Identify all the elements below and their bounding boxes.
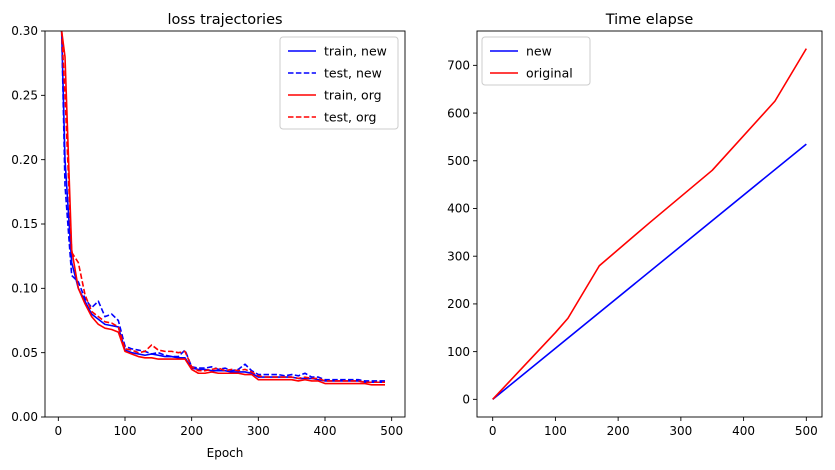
time-x-tick-label: 0: [489, 424, 497, 438]
loss-x-tick-label: 200: [180, 424, 203, 438]
time-y-tick-label: 500: [447, 154, 470, 168]
time-legend-entry: original: [526, 65, 573, 80]
loss-x-tick-label: 400: [314, 424, 337, 438]
loss-x-tick-label: 0: [55, 424, 63, 438]
loss-trajectories-plot: 0 100 200 300 400 500 0.00 0.05 0.10 0.15 0.20 0.25…: [11, 12, 406, 460]
loss-y-tick-label: 0.10: [11, 282, 38, 296]
loss-y-tick-label: 0.00: [11, 410, 38, 424]
time-legend-entry: new: [526, 43, 552, 58]
time-y-tick-label: 200: [447, 297, 470, 311]
loss-series-line-train-org: [60, 31, 385, 386]
time-y-tick-label: 100: [447, 345, 470, 359]
time-axes-frame: [476, 30, 823, 418]
loss-legend-entry: test, new: [324, 65, 382, 80]
loss-y-tick-label: 0.30: [11, 24, 38, 38]
time-x-tick-label: 300: [669, 424, 692, 438]
loss-x-tick-label: 500: [380, 424, 403, 438]
time-y-tick-label: 400: [447, 202, 470, 216]
time-x-tick-label: 400: [732, 424, 755, 438]
loss-series-line-test-org: [60, 31, 385, 384]
loss-y-tick-label: 0.20: [11, 153, 38, 167]
loss-chart-title: loss trajectories: [167, 12, 282, 28]
time-elapse-plot: 0 100 200 300 400 500 0 100 200 300 400 500 600 700 Ti…: [447, 12, 823, 438]
time-x-tick-label: 500: [795, 424, 818, 438]
loss-y-tick-label: 0.05: [11, 346, 38, 360]
loss-y-tick-label: 0.15: [11, 217, 38, 231]
time-y-tick-label: 600: [447, 106, 470, 120]
loss-x-tick-label: 300: [247, 424, 270, 438]
time-y-tick-label: 0: [462, 393, 470, 407]
loss-legend-box: [279, 36, 399, 130]
loss-y-tick-label: 0.25: [11, 89, 38, 103]
time-y-tick-label: 300: [447, 249, 470, 263]
time-series-line-original: [492, 48, 808, 400]
loss-legend-entry: train, org: [324, 87, 382, 102]
loss-legend-entry: train, new: [324, 43, 387, 58]
time-y-tick-label: 700: [447, 59, 470, 73]
loss-x-axis-label: Epoch: [207, 446, 244, 460]
time-series-line-new: [492, 143, 807, 400]
loss-legend-entry: test, org: [324, 109, 376, 124]
time-x-tick-label: 100: [544, 424, 567, 438]
time-x-tick-label: 200: [607, 424, 630, 438]
loss-series-line-test-new: [60, 31, 385, 382]
time-chart-title: Time elapse: [605, 12, 694, 28]
loss-x-tick-label: 100: [114, 424, 137, 438]
